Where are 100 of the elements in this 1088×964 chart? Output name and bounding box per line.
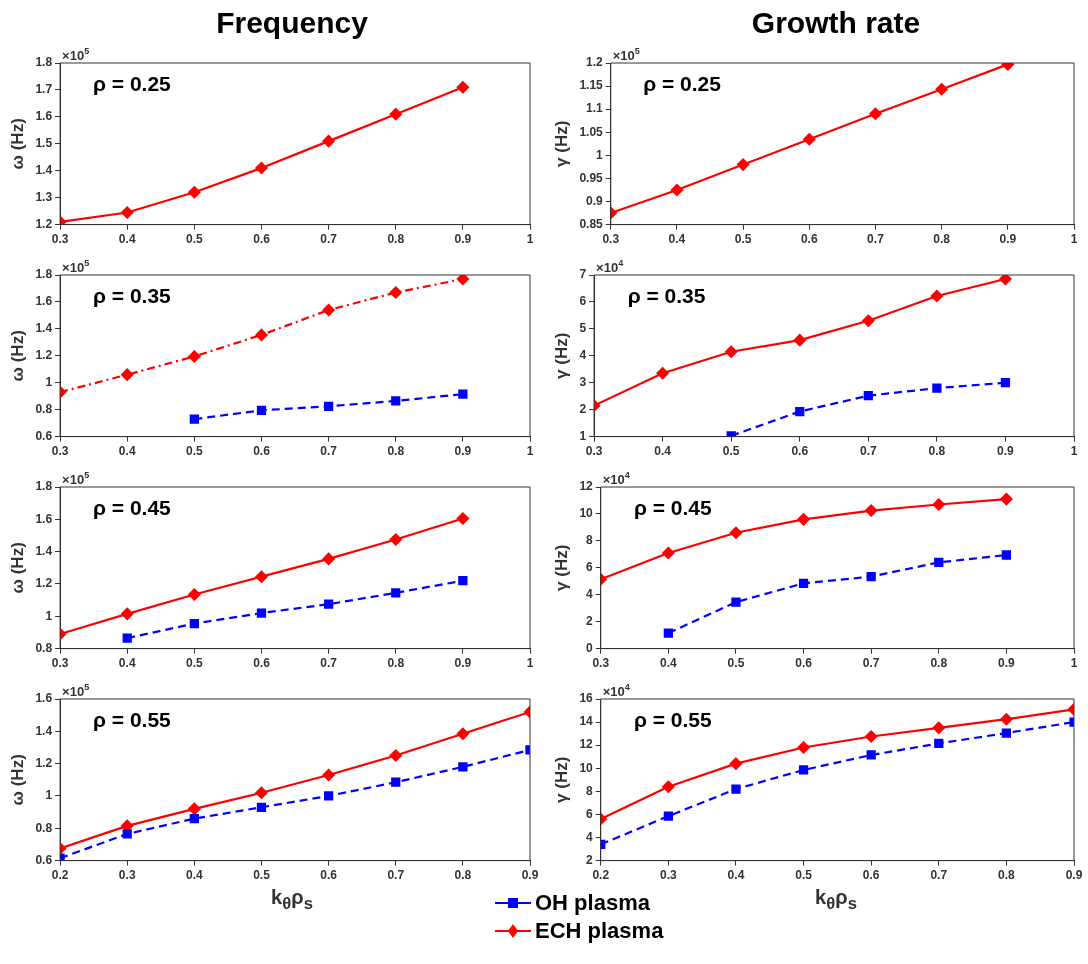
y-tick-label: 0.8 [35,401,53,416]
point [189,813,199,824]
x-tick-label: 0.5 [186,656,204,671]
point [866,750,876,760]
point [935,83,948,96]
x-tick-label: 0.6 [253,656,271,671]
x-axis-title: k$_{θ}$ρ$_{s}$ [271,886,313,913]
point [121,607,134,620]
x-tick-label: 0.9 [1065,868,1083,883]
x-tick-label: 0.3 [602,232,620,247]
y-tick-label: 0.8 [35,820,53,835]
point [731,597,741,607]
point [323,401,334,411]
point [255,161,268,175]
point [322,552,335,566]
point [662,546,675,560]
legend-label: OH plasma [535,890,650,916]
point [323,791,334,801]
x-tick-label: 0.2 [592,868,610,883]
x-tick-label: 0.6 [791,444,809,459]
x-tick-label: 0.3 [118,868,136,883]
point [865,730,878,743]
x-tick-label: 0.3 [51,444,69,459]
x-tick-label: 0.4 [668,232,686,247]
y-tick-label: 6 [579,294,587,309]
point [122,829,132,839]
y-tick-label: 12 [579,479,594,494]
chart-title: Frequency [215,5,369,41]
point [458,762,468,772]
x-tick-label: 0.7 [320,444,338,459]
y-tick-label: 10 [579,506,594,521]
y-tick-label: 1.4 [35,543,53,558]
y-axis-title: ω (Hz) [7,118,27,170]
x-tick-label: 0.4 [727,868,745,883]
point [863,391,873,401]
x-tick-label: 0.4 [654,444,672,459]
annotation: ρ = 0.55 [633,708,712,731]
point [389,533,402,546]
y-axis-title: ω (Hz) [7,330,27,382]
point [663,628,673,638]
y-tick-label: 0.9 [586,193,604,208]
point [391,588,401,598]
y-tick-label: 1.2 [35,348,53,363]
point [725,345,738,358]
y-tick-label: 1.2 [586,55,604,70]
point [656,367,669,380]
point [930,289,943,303]
point [456,275,469,286]
x-tick-label: 0.9 [454,444,472,459]
x-tick-label: 0.6 [320,868,338,883]
point [737,158,750,171]
x-tick-label: 0.3 [51,656,69,671]
x-tick-label: 0.3 [592,656,610,671]
point [934,738,944,749]
x-tick-label: 0.8 [387,656,405,671]
point [932,721,945,734]
point [456,727,469,740]
point [1001,728,1012,738]
point [256,608,267,618]
y-tick-label: 1.2 [35,576,53,591]
x-tick-label: 0.9 [454,656,472,671]
x-tick-label: 0.5 [727,656,745,671]
y-tick-label: 0.85 [579,216,604,231]
point [322,135,335,148]
x-tick-label: 1 [526,444,534,459]
x-tick-label: 0.9 [454,232,472,247]
y-axis-title: γ (Hz) [551,120,571,167]
point [999,275,1012,286]
y-tick-label: 7 [579,267,587,282]
y-tick-label: 0.6 [35,852,53,867]
x-tick-label: 0.5 [186,232,204,247]
x-tick-label: 0.3 [660,868,678,883]
point [797,741,810,754]
point [1001,550,1012,560]
y-axis-title: γ (Hz) [551,544,571,591]
y-tick-label: 2 [586,613,594,628]
y-axis-title: ω (Hz) [7,542,27,594]
x-tick-label: 0.6 [253,232,271,247]
point [731,784,741,794]
y-tick-label: 1.5 [35,136,53,151]
y-tick-label: 1.1 [586,101,604,116]
x-tick-label: 0.4 [118,656,136,671]
chart-title: Growth rate [750,5,922,41]
point [323,599,334,609]
point [798,578,809,588]
point [188,802,201,815]
point [1000,713,1013,726]
y-tick-label: 1.4 [35,723,53,738]
x-tick-label: 0.8 [928,444,946,459]
y-tick-label: 1 [596,147,604,162]
point [729,757,743,770]
x-tick-label: 1 [1070,656,1078,671]
y-tick-label: 10 [579,760,594,775]
point [121,368,134,381]
y-axis-title: γ (Hz) [551,332,571,379]
y-tick-label: 6 [586,806,594,821]
point [869,107,882,120]
y-tick-label: 5 [579,321,587,336]
point [456,512,469,525]
y-tick-label: 2 [579,401,587,416]
